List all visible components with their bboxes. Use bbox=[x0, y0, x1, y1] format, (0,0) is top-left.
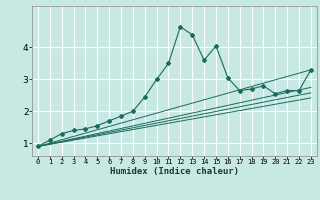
X-axis label: Humidex (Indice chaleur): Humidex (Indice chaleur) bbox=[110, 167, 239, 176]
